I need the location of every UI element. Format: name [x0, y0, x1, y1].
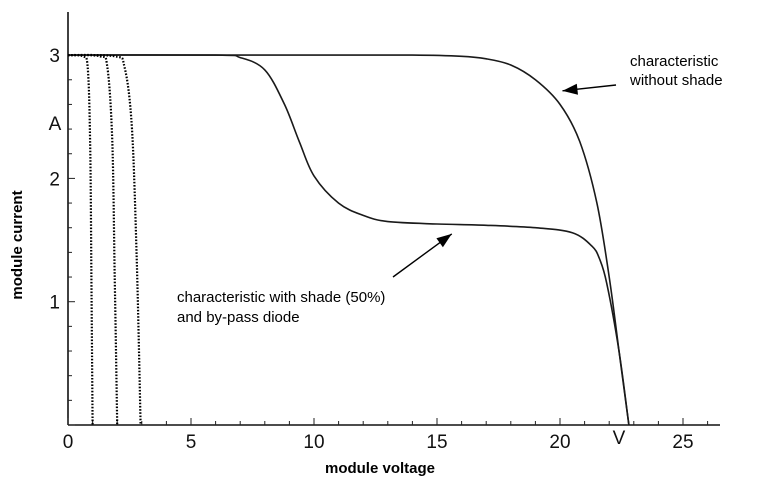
y-tick-label: 1: [49, 293, 60, 314]
x-tick-label: 25: [672, 432, 693, 453]
annotations: characteristic without shade characteristi…: [177, 53, 723, 326]
ticks: 0 5 10 15 20 25 1 2 3: [49, 46, 709, 453]
annotation-without-shade-text: without shade: [629, 72, 723, 89]
annotation-with-shade-text: characteristic with shade (50%): [177, 289, 385, 306]
y-unit-label: A: [49, 114, 62, 135]
x-unit-label: V: [613, 428, 626, 449]
x-tick-label: 5: [186, 432, 197, 453]
x-axis-title: module voltage: [325, 460, 435, 477]
x-tick-label: 20: [549, 432, 570, 453]
arrow-without-shade-head: [562, 83, 578, 95]
dotted-cell-curve: [67, 53, 142, 426]
y-axis-title: module current: [9, 190, 26, 299]
x-tick-label: 0: [63, 432, 74, 453]
curve-with-shade: [67, 54, 630, 426]
y-tick-label: 2: [49, 169, 60, 190]
y-tick-label: 3: [49, 46, 60, 67]
x-tick-label: 10: [303, 432, 324, 453]
dotted-cell-curve: [67, 53, 119, 426]
axes: [67, 12, 720, 426]
arrow-with-shade-head: [436, 233, 452, 248]
curves: [67, 53, 630, 426]
annotation-without-shade-text: characteristic: [630, 53, 719, 70]
curve-without-shade: [68, 54, 630, 426]
annotation-with-shade-text: and by-pass diode: [177, 309, 300, 326]
x-tick-label: 15: [426, 432, 447, 453]
dotted-cell-curve: [67, 53, 94, 426]
